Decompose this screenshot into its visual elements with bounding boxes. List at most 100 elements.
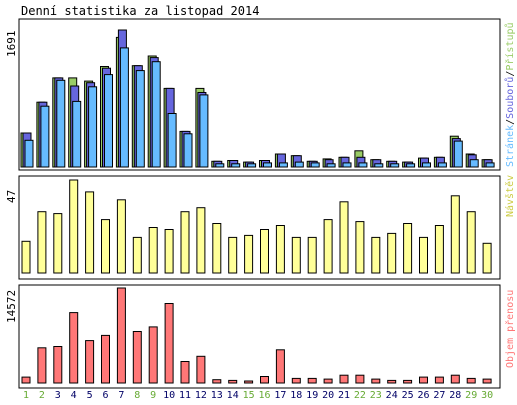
visits-bar: [434, 225, 444, 274]
visits-bar: [387, 232, 397, 274]
kbytes-bar: [244, 380, 254, 384]
hits-max-label: 1691: [5, 31, 18, 58]
kbytes-bar: [21, 376, 31, 384]
day-label: 26: [417, 390, 429, 401]
day-label: 2: [39, 390, 45, 401]
legend-hits: Přístupů: [504, 22, 516, 70]
kbytes-bar: [37, 347, 47, 384]
legend-pages: Stránek: [504, 125, 516, 167]
visits-bar: [132, 236, 142, 274]
visits-bar: [371, 236, 381, 274]
visits-bar: [228, 236, 238, 274]
day-label: 27: [433, 390, 445, 401]
visits-bar: [307, 236, 317, 274]
pages-bar: [56, 79, 66, 168]
day-label: 16: [258, 390, 270, 401]
chart-title: Denní statistika za listopad 2014: [21, 4, 259, 18]
kbytes-bar: [339, 374, 349, 384]
day-label: 9: [150, 390, 156, 401]
kbytes-bar: [228, 379, 238, 384]
visits-bar: [85, 191, 95, 274]
day-label: 15: [243, 390, 255, 401]
pages-bar: [247, 163, 257, 168]
day-label: 4: [71, 390, 77, 401]
pages-bar: [40, 105, 50, 168]
hits-bars: [20, 29, 495, 168]
visits-bar: [69, 179, 79, 274]
visits-bar: [355, 221, 365, 274]
day-label: 28: [449, 390, 461, 401]
kbytes-bar: [403, 379, 413, 384]
kbytes-bar: [196, 355, 206, 384]
day-label: 25: [402, 390, 414, 401]
kbytes-bar: [291, 377, 301, 384]
visits-bar: [21, 240, 31, 274]
visits-bar: [116, 199, 126, 274]
visits-bar: [403, 223, 413, 274]
pages-bar: [485, 162, 495, 168]
visits-bar: [53, 213, 63, 274]
kbytes-bar: [53, 346, 63, 384]
hits-legend: Stránek/Souborů/Přístupů: [504, 22, 516, 167]
pages-bar: [437, 162, 447, 168]
pages-bar: [263, 162, 272, 168]
kbytes-bars: [21, 287, 492, 384]
kbytes-panel-frame: [18, 284, 501, 389]
day-label: 29: [465, 390, 477, 401]
kbytes-bar: [101, 334, 110, 384]
visits-bar: [164, 229, 174, 274]
day-label: 24: [386, 390, 398, 401]
pages-bar: [358, 162, 368, 168]
day-label: 1: [23, 390, 29, 401]
visits-bar: [450, 195, 460, 274]
visits-bar: [37, 211, 47, 274]
kbytes-bar: [355, 374, 365, 384]
legend-visits: Návštěv: [504, 175, 516, 217]
pages-bar: [88, 86, 98, 168]
visits-bar: [180, 211, 190, 274]
kbytes-bar: [419, 376, 428, 384]
kbytes-bar: [450, 374, 460, 384]
day-label: 14: [227, 390, 239, 401]
day-label: 30: [481, 390, 493, 401]
kbytes-bar: [482, 378, 492, 384]
day-label: 13: [211, 390, 223, 401]
visits-max-label: 47: [5, 190, 18, 203]
pages-bar: [278, 162, 288, 168]
hits-legend-line: Stránek/Souborů/Přístupů: [504, 22, 516, 167]
visits-bar: [275, 225, 285, 274]
kbytes-bar: [148, 326, 158, 384]
kbytes-bar: [387, 379, 397, 384]
legend-files: Souborů: [504, 77, 516, 119]
kbytes-bar: [307, 377, 317, 384]
kbytes-bar: [164, 303, 174, 384]
day-label: 3: [55, 390, 61, 401]
day-label: 12: [195, 390, 207, 401]
pages-bar: [469, 159, 479, 168]
visits-bar: [291, 236, 301, 274]
kbytes-bar: [466, 377, 476, 384]
pages-bar: [72, 100, 82, 168]
day-axis-labels: 1 2 3 4 5 6 7 8 9 10 11 12 13 14 15 16 17 18 19 20 21 22 23 24 2…: [23, 390, 493, 401]
pages-bar: [135, 70, 145, 168]
visits-bar: [419, 236, 428, 274]
pages-bar: [294, 161, 304, 168]
pages-bar: [24, 139, 34, 168]
kbytes-bar: [69, 312, 79, 384]
visits-bar: [148, 227, 158, 274]
pages-bar: [453, 140, 463, 168]
day-label: 7: [118, 390, 124, 401]
kbytes-max-label: 14572: [5, 290, 18, 323]
pages-bar: [310, 162, 320, 168]
kbytes-bar: [180, 361, 190, 384]
visits-bar: [466, 211, 476, 274]
visits-bar: [339, 201, 349, 274]
visits-bar: [244, 234, 254, 274]
pages-bar: [231, 163, 241, 168]
pages-bar: [326, 163, 336, 168]
kbytes-bar: [116, 287, 126, 384]
day-label: 20: [322, 390, 334, 401]
kbytes-bar: [275, 349, 285, 384]
